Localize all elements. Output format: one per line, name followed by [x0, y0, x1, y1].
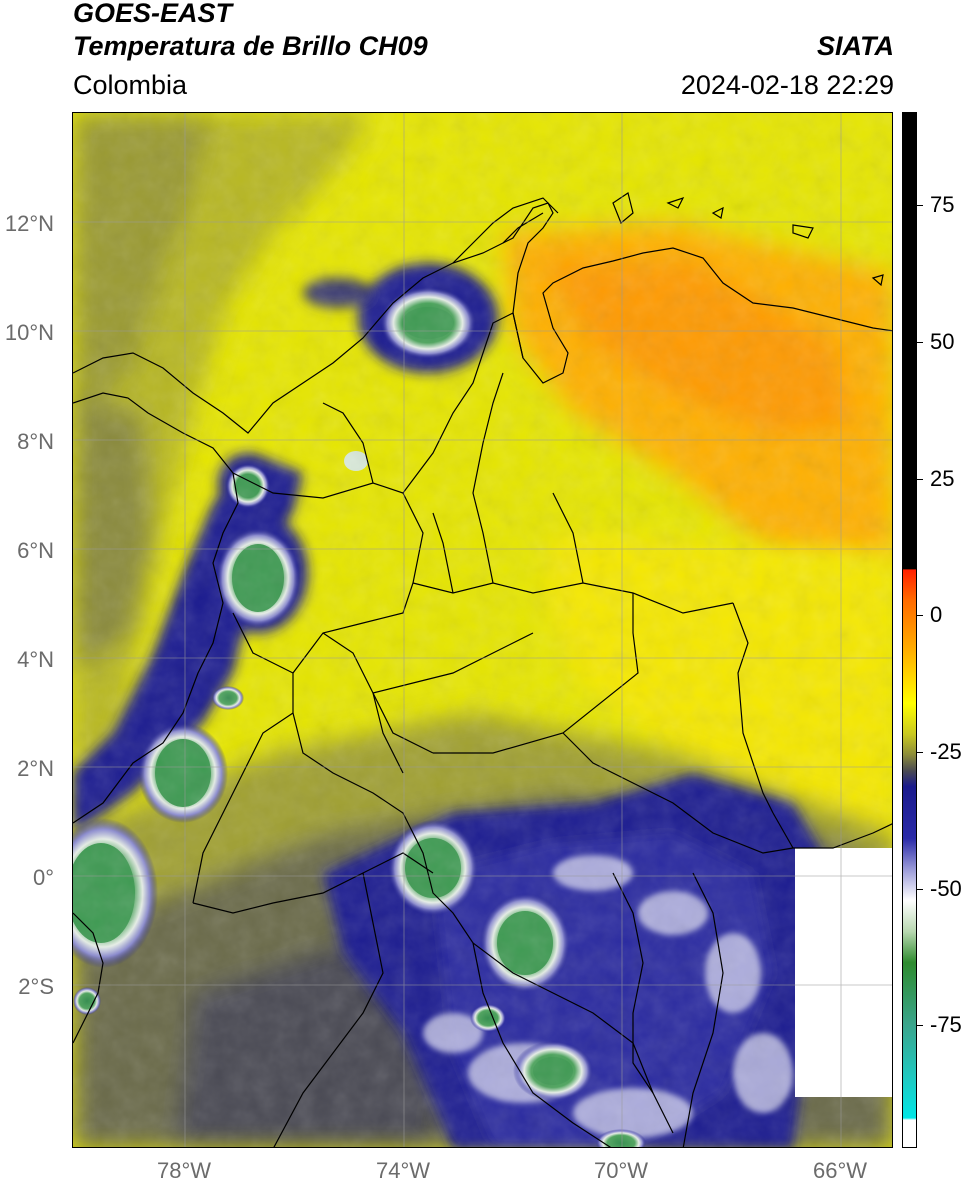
lon-tick-66w: 66°W	[812, 1158, 868, 1183]
lon-tick-74w: 74°W	[375, 1158, 431, 1183]
lat-tick-2s: 2°S	[18, 974, 54, 999]
product-title: Temperatura de Brillo CH09	[73, 31, 428, 61]
colorbar-tick-neg50: -50	[930, 876, 962, 901]
satellite-title: GOES-EAST	[73, 0, 233, 28]
colorbar-gradient	[903, 113, 916, 1147]
lon-tick-78w: 78°W	[156, 1158, 212, 1183]
colorbar-tick-neg75: -75	[930, 1012, 962, 1037]
lat-tick-6n: 6°N	[17, 538, 54, 563]
map-panel	[72, 112, 893, 1148]
colorbar-tick-25: 25	[930, 466, 955, 491]
lat-tick-0: 0°	[32, 865, 54, 890]
colorbar-tick-50: 50	[930, 329, 955, 354]
colorbar-tick-75: 75	[930, 192, 955, 217]
no-data-patch	[795, 848, 892, 1097]
colorbar-tick-0: 0	[930, 602, 943, 627]
colorbar	[902, 112, 917, 1148]
lat-tick-12n: 12°N	[4, 211, 54, 236]
datetime-label: 2024-02-18 22:29	[680, 70, 894, 100]
colorbar-tick-neg25: -25	[930, 739, 962, 764]
brand-label: SIATA	[817, 31, 894, 61]
lat-tick-10n: 10°N	[4, 320, 54, 345]
lon-tick-70w: 70°W	[593, 1158, 649, 1183]
satellite-map	[73, 113, 892, 1147]
region-label: Colombia	[73, 70, 188, 100]
lat-tick-4n: 4°N	[17, 647, 54, 672]
lat-tick-2n: 2°N	[17, 756, 54, 781]
lat-tick-8n: 8°N	[17, 429, 54, 454]
